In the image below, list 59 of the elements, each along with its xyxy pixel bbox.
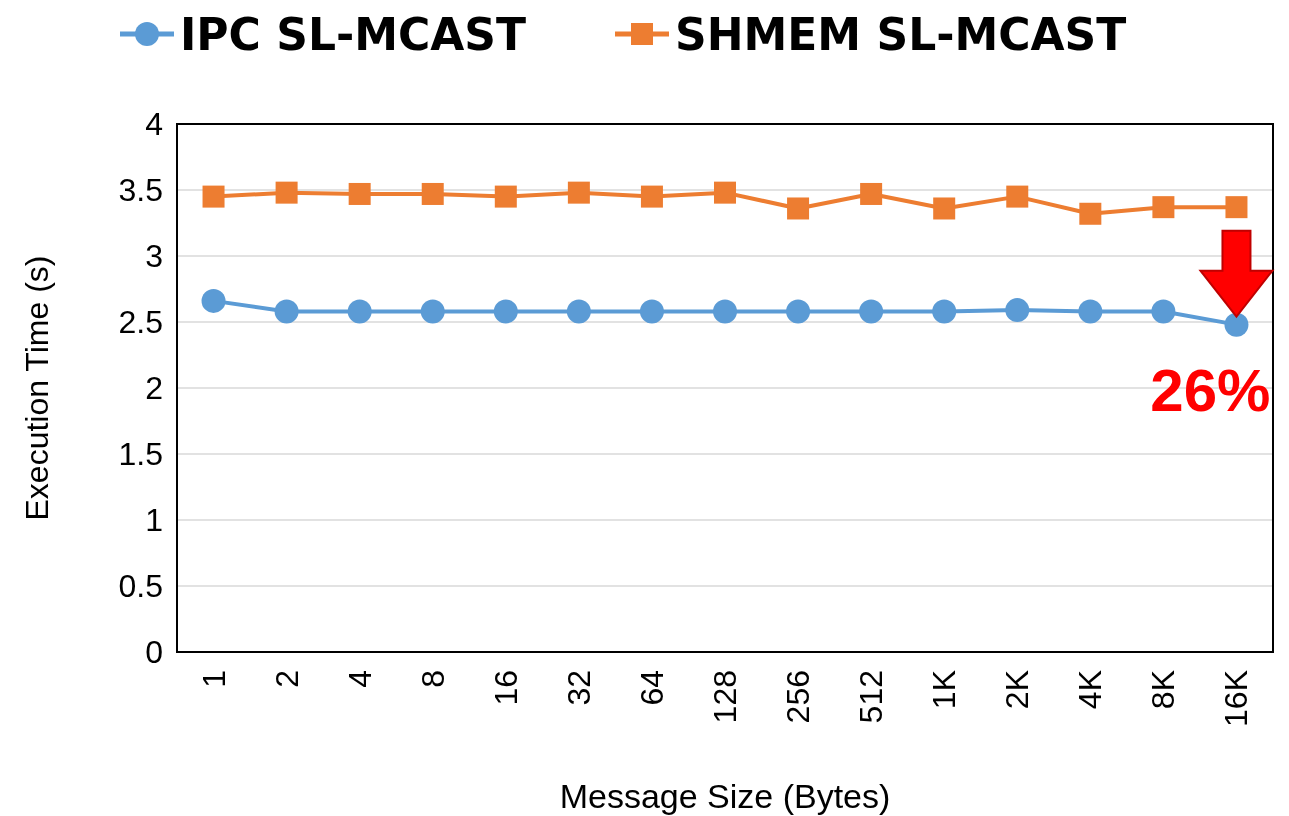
point xyxy=(1224,312,1249,337)
point xyxy=(1225,196,1248,219)
point xyxy=(1006,185,1029,208)
x-tick-label: 128 xyxy=(707,670,743,724)
point xyxy=(640,185,663,208)
point xyxy=(786,299,811,324)
y-tick-label: 1.5 xyxy=(118,436,163,472)
x-tick-label: 256 xyxy=(780,670,817,724)
point xyxy=(202,185,225,208)
point xyxy=(859,299,884,324)
point xyxy=(274,299,299,324)
x-tick-label: 1K xyxy=(926,670,963,710)
x-tick-label: 64 xyxy=(633,670,670,706)
y-tick-label: 0.5 xyxy=(118,568,163,604)
point xyxy=(714,181,736,204)
point xyxy=(639,299,664,324)
x-tick-label: 32 xyxy=(560,670,597,706)
point xyxy=(1078,299,1103,324)
x-tick-label: 8 xyxy=(414,670,451,688)
y-tick-label: 1 xyxy=(145,502,163,538)
y-tick-label: 2.5 xyxy=(118,304,163,340)
point xyxy=(860,182,883,205)
point xyxy=(713,299,737,324)
annotation: 26% xyxy=(1150,356,1271,424)
point xyxy=(1079,202,1102,225)
x-tick-label: 16K xyxy=(1218,670,1255,727)
legend-label: SHMEM SL-MCAST xyxy=(675,8,1127,60)
point xyxy=(420,299,445,324)
point xyxy=(567,181,590,204)
point xyxy=(201,288,226,313)
y-tick-label: 3.5 xyxy=(118,172,163,208)
x-tick-label: 16 xyxy=(487,670,524,706)
x-tick-label: 1 xyxy=(195,670,232,688)
point xyxy=(421,182,444,205)
x-axis-title: Message Size (Bytes) xyxy=(559,777,891,815)
point xyxy=(275,181,298,204)
point xyxy=(348,182,371,205)
point xyxy=(1152,196,1175,219)
point xyxy=(347,299,372,324)
point xyxy=(1151,299,1176,324)
x-tick-label: 4K xyxy=(1072,670,1109,710)
legend-label: IPC SL-MCAST xyxy=(180,8,527,60)
point xyxy=(566,299,591,324)
y-tick-label: 3 xyxy=(145,238,163,274)
x-tick-label: 2K xyxy=(999,670,1036,710)
y-tick-label: 4 xyxy=(145,106,163,142)
point xyxy=(1005,298,1030,323)
point xyxy=(932,299,957,324)
x-tick-label: 8K xyxy=(1145,670,1182,710)
x-tick-label: 2 xyxy=(268,670,305,688)
point xyxy=(494,185,517,208)
y-tick-label: 0 xyxy=(145,634,163,670)
point xyxy=(933,197,956,220)
point xyxy=(493,299,518,324)
y-tick-label: 2 xyxy=(145,370,163,406)
x-tick-label: 4 xyxy=(341,670,378,688)
y-axis-title: Execution Time (s) xyxy=(19,255,55,521)
point xyxy=(787,197,810,220)
x-tick-label: 512 xyxy=(853,670,890,724)
